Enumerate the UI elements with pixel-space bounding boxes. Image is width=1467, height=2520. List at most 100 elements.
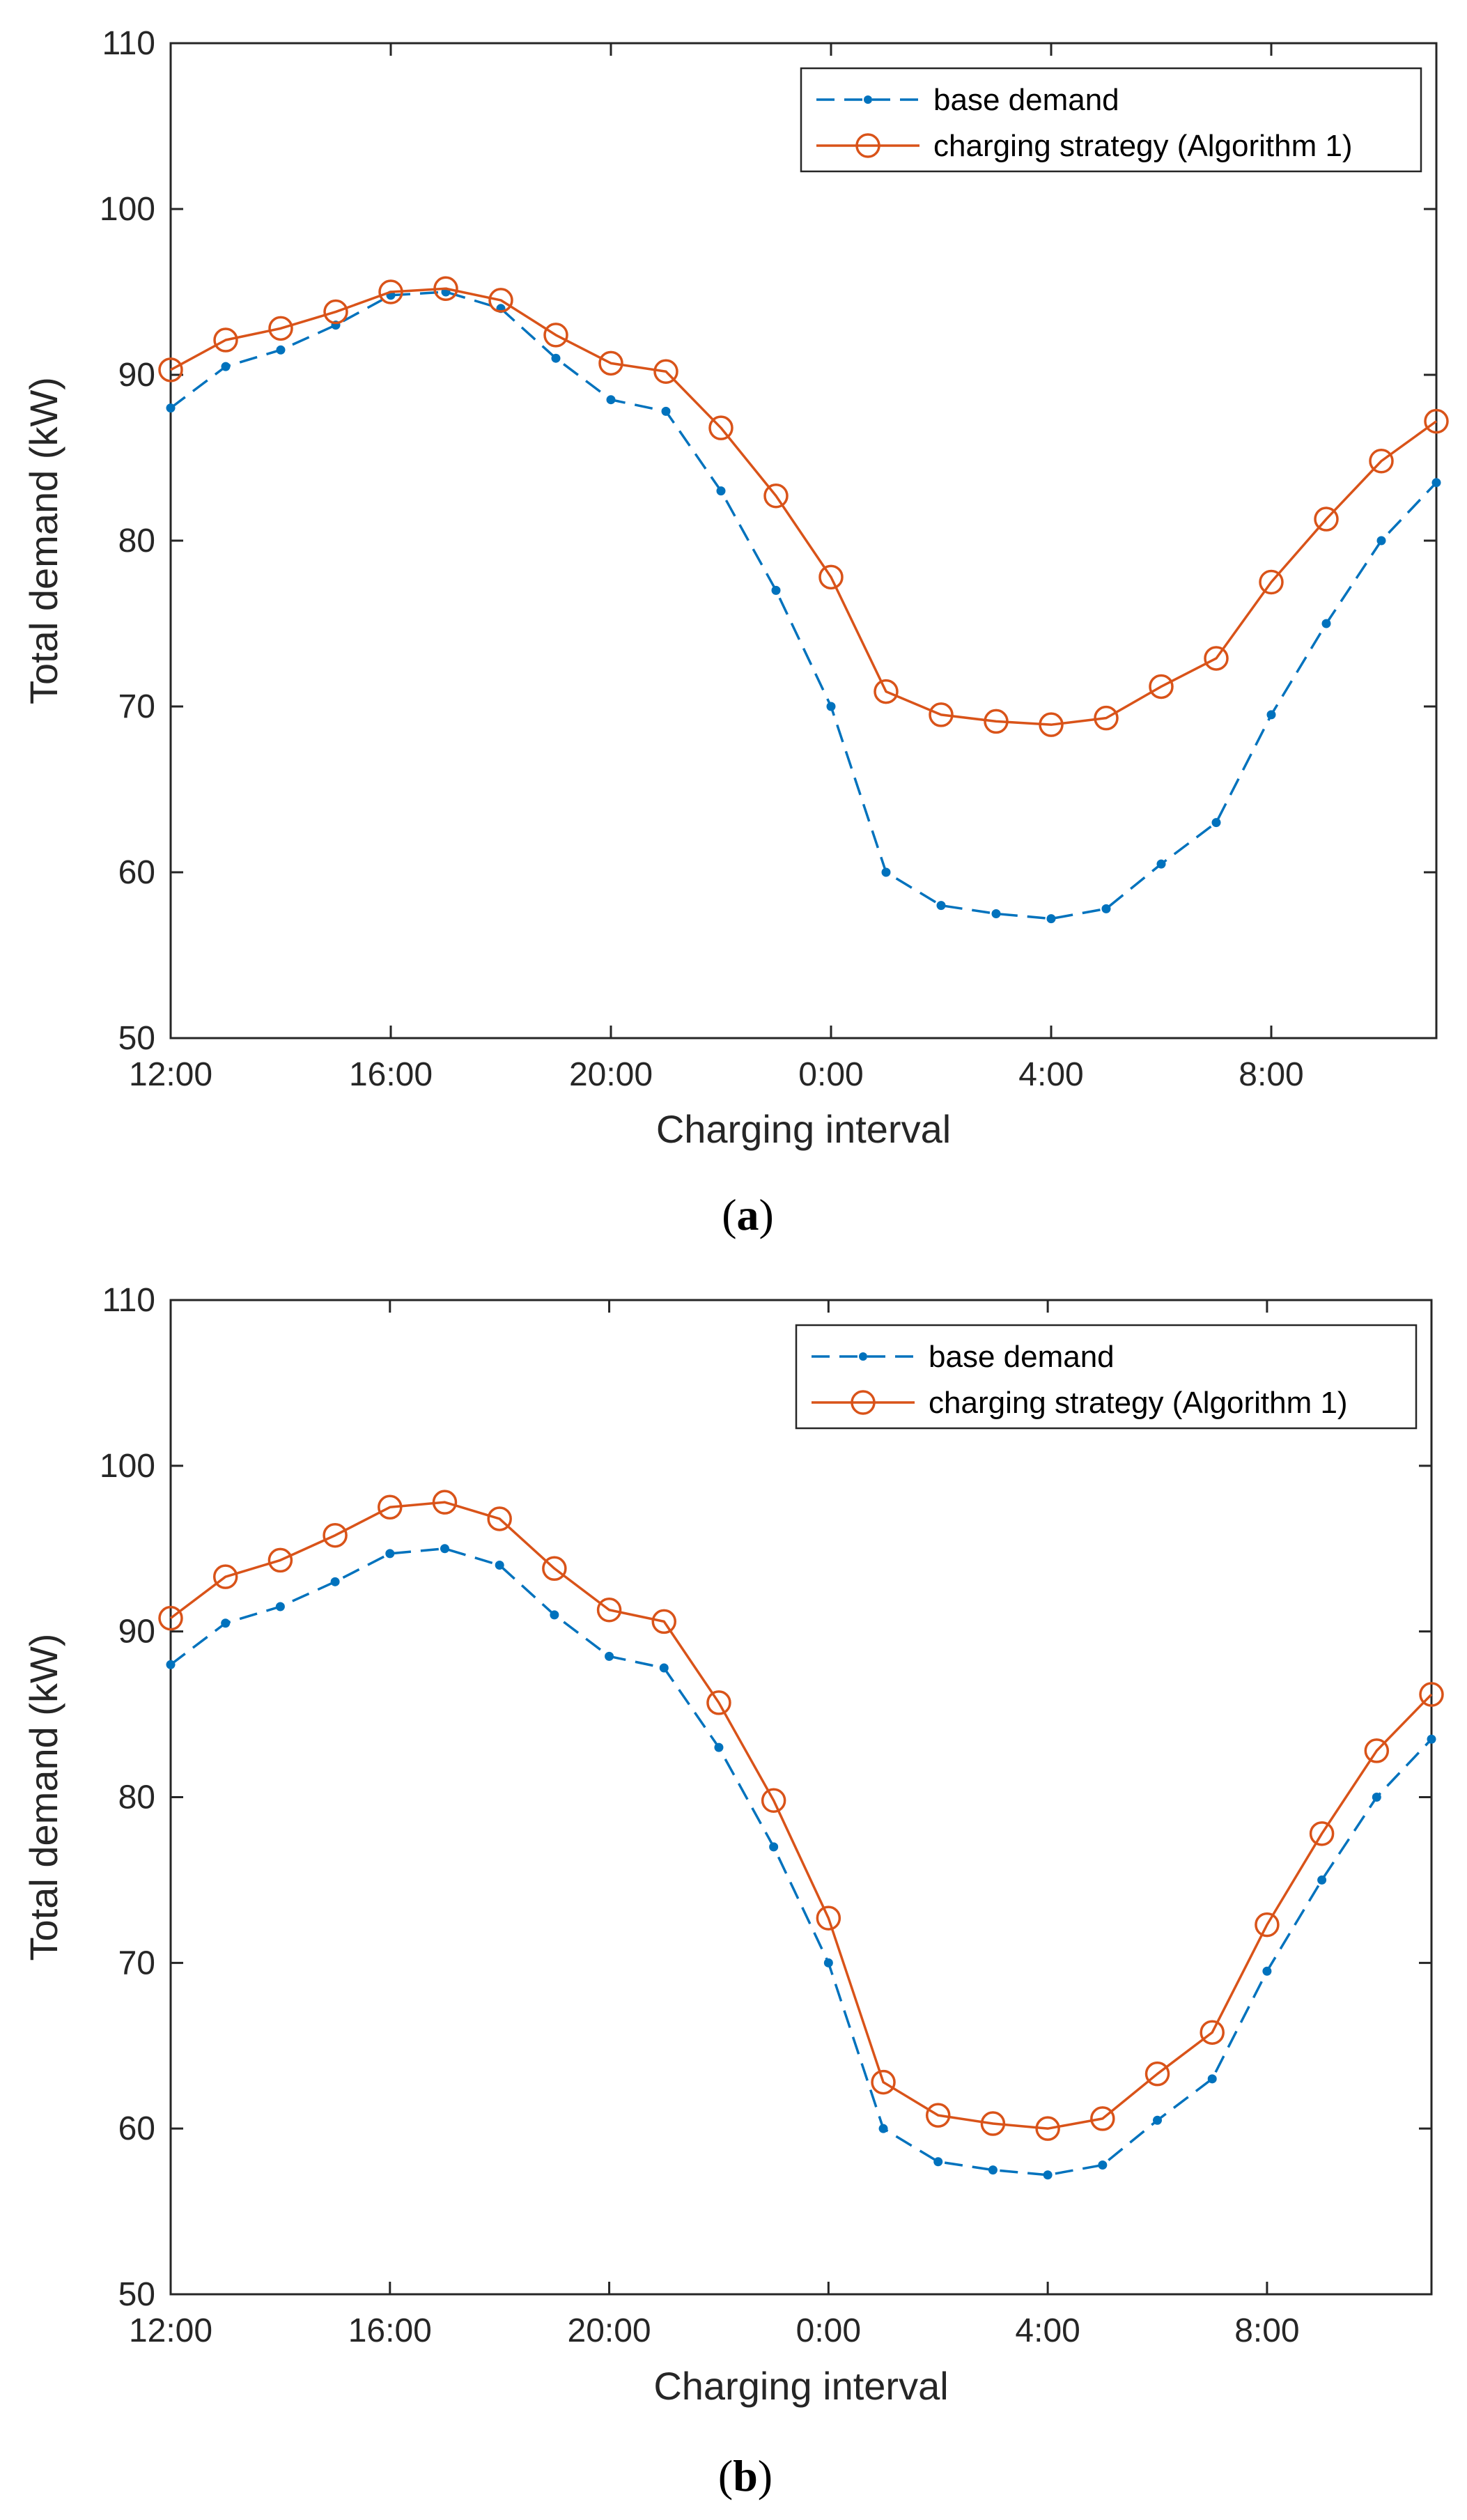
data-point-charging-strategy: [378, 1494, 403, 1520]
x-axis-label: Charging interval: [653, 2364, 948, 2408]
data-point-base-demand: [1153, 2115, 1163, 2125]
series-line-base-demand: [169, 1547, 1433, 2177]
caption-open-paren: (: [722, 1190, 736, 1239]
data-point-charging-strategy: [1200, 2020, 1225, 2045]
data-point-charging-strategy: [1039, 712, 1064, 737]
data-point-base-demand: [166, 403, 176, 413]
data-point-charging-strategy: [708, 415, 734, 440]
data-point-charging-strategy: [706, 1690, 731, 1715]
series-line-charging-strategy: [170, 287, 1438, 726]
data-point-charging-strategy: [1424, 408, 1449, 434]
data-point-charging-strategy: [1035, 2116, 1060, 2141]
caption-open-paren: (: [718, 2451, 733, 2500]
data-point-charging-strategy: [1090, 2106, 1115, 2131]
x-axis-label: Charging interval: [656, 1107, 951, 1151]
data-point-charging-strategy: [323, 299, 348, 325]
data-point-charging-strategy: [761, 1788, 786, 1814]
data-point-base-demand: [936, 901, 946, 911]
legend-box: [800, 67, 1422, 173]
y-tick-label: 100: [100, 1448, 155, 1485]
data-point-charging-strategy: [158, 1605, 183, 1631]
data-point-charging-strategy: [1309, 1821, 1335, 1846]
data-point-base-demand: [276, 345, 286, 355]
data-point-base-demand: [823, 1958, 833, 1968]
data-point-charging-strategy: [763, 483, 789, 509]
data-point-base-demand: [221, 1618, 231, 1628]
data-point-charging-strategy: [598, 350, 623, 376]
data-point-charging-strategy: [488, 288, 513, 313]
data-point-charging-strategy: [984, 709, 1009, 734]
legend-label: base demand: [933, 83, 1119, 117]
data-point-base-demand: [881, 867, 891, 877]
data-point-charging-strategy: [268, 316, 293, 341]
x-tick-label: 0:00: [798, 1056, 863, 1093]
data-point-base-demand: [714, 1742, 724, 1752]
y-tick-label: 80: [118, 1779, 155, 1816]
data-point-charging-strategy: [816, 1906, 841, 1931]
data-point-charging-strategy: [1094, 705, 1119, 731]
panel-caption: (a): [722, 1190, 774, 1239]
data-point-charging-strategy: [596, 1597, 622, 1623]
y-tick-label: 50: [118, 2276, 155, 2313]
data-point-base-demand: [1317, 1875, 1327, 1885]
data-point-charging-strategy: [874, 679, 899, 704]
data-point-base-demand: [440, 1544, 449, 1554]
data-point-base-demand: [495, 1561, 504, 1570]
data-point-charging-strategy: [323, 1522, 348, 1548]
data-point-charging-strategy: [818, 564, 844, 590]
data-point-base-demand: [550, 1610, 559, 1620]
data-point-base-demand: [1046, 914, 1056, 924]
data-point-charging-strategy: [432, 1490, 458, 1515]
x-tick-label: 4:00: [1015, 2312, 1080, 2349]
data-point-charging-strategy: [1314, 507, 1339, 532]
plot-area: [169, 42, 1438, 1039]
x-tick-label: 4:00: [1018, 1056, 1083, 1093]
data-point-charging-strategy: [1204, 646, 1229, 671]
data-point-charging-strategy: [980, 2111, 1006, 2136]
data-point-base-demand: [1098, 2160, 1108, 2170]
data-point-base-demand: [1156, 859, 1166, 869]
data-point-base-demand: [551, 353, 561, 363]
data-point-charging-strategy: [378, 279, 403, 304]
data-point-base-demand: [605, 1651, 614, 1661]
caption-close-paren: ): [758, 2451, 773, 2500]
y-tick-label: 60: [118, 854, 155, 891]
data-point-base-demand: [1431, 478, 1441, 488]
data-point-base-demand: [716, 486, 726, 496]
data-point-base-demand: [1427, 1734, 1436, 1744]
chart-panel-b: 50 60 70 80 90 100 110 12:00 16:00 20:00 0:00 4:00 8…: [22, 1282, 1444, 2500]
data-point-charging-strategy: [871, 2069, 896, 2095]
legend-label: charging strategy (Algorithm 1): [933, 129, 1353, 163]
data-point-base-demand: [1207, 2074, 1217, 2084]
x-tick-label: 16:00: [348, 2312, 432, 2349]
data-point-charging-strategy: [267, 1547, 293, 1573]
data-point-charging-strategy: [1259, 569, 1284, 595]
y-tick-label: 70: [118, 688, 155, 725]
data-point-charging-strategy: [542, 1556, 567, 1582]
x-tick-label: 8:00: [1234, 2312, 1299, 2349]
y-tick-label: 70: [118, 1945, 155, 1981]
data-point-base-demand: [606, 395, 616, 405]
data-point-base-demand: [826, 702, 836, 711]
y-tick-label: 90: [118, 357, 155, 394]
data-point-base-demand: [771, 585, 781, 595]
x-tick-label: 12:00: [129, 1056, 212, 1093]
data-point-charging-strategy: [158, 357, 183, 382]
data-point-charging-strategy: [1419, 1682, 1444, 1707]
y-tick-label: 110: [102, 25, 155, 62]
legend-label: charging strategy (Algorithm 1): [929, 1386, 1348, 1420]
data-point-base-demand: [659, 1663, 669, 1673]
y-tick-label: 80: [118, 523, 155, 559]
caption-letter: b: [733, 2451, 758, 2500]
legend-label: base demand: [929, 1340, 1115, 1374]
data-point-base-demand: [1211, 818, 1221, 828]
data-point-base-demand: [661, 406, 671, 416]
data-point-base-demand: [988, 2165, 998, 2175]
data-point-charging-strategy: [543, 323, 568, 348]
data-point-charging-strategy: [1144, 2061, 1170, 2087]
legend-box: [795, 1324, 1418, 1430]
data-point-base-demand: [991, 909, 1001, 918]
data-point-charging-strategy: [925, 2103, 951, 2128]
y-tick-label: 90: [118, 1614, 155, 1651]
